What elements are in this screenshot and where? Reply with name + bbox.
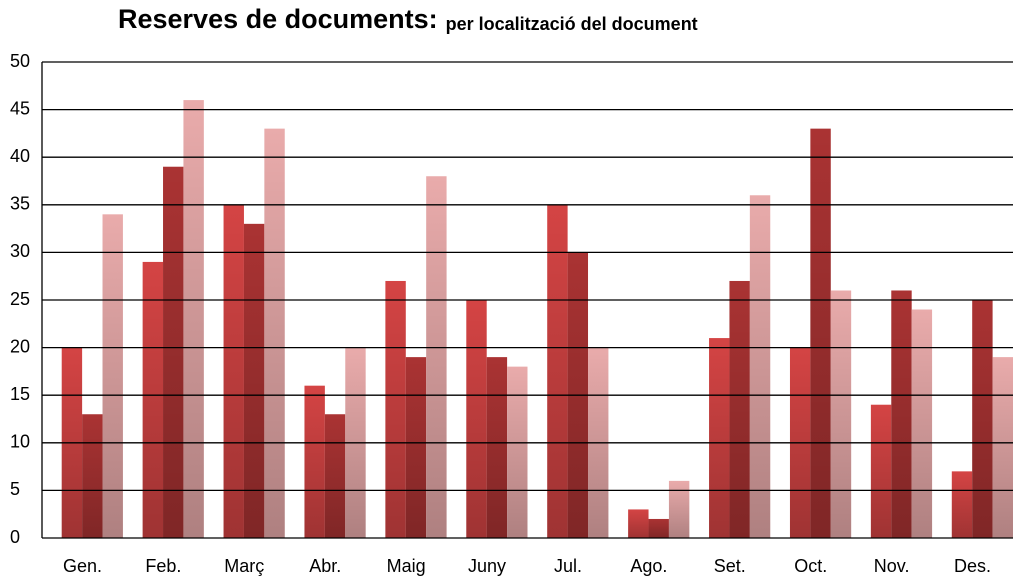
bar-shade — [870, 404, 892, 538]
y-tick-label: 30 — [10, 241, 30, 261]
bar-shade — [426, 176, 447, 539]
y-tick-label: 40 — [10, 146, 30, 166]
bar-shade — [830, 290, 852, 538]
x-tick-label: Juny — [468, 556, 506, 576]
y-tick-label: 15 — [10, 384, 30, 404]
y-tick-label: 0 — [10, 527, 20, 547]
bar-shade — [142, 261, 164, 538]
y-tick-label: 35 — [10, 194, 30, 214]
bar-shade — [507, 366, 528, 538]
bar-shade — [324, 414, 346, 538]
bar-shade — [547, 204, 568, 539]
x-tick-label: Gen. — [63, 556, 102, 576]
bar-shade — [891, 290, 912, 538]
bar-shade — [223, 204, 244, 539]
y-tick-label: 5 — [10, 479, 20, 499]
bar-shade — [466, 300, 487, 538]
y-tick-label: 25 — [10, 289, 30, 309]
bar-shade — [82, 414, 103, 538]
chart-title: Reserves de documents: per localització d… — [118, 4, 698, 34]
y-tick-label: 50 — [10, 51, 30, 71]
title: Reserves de documents: — [118, 4, 438, 34]
x-tick-label: Set. — [714, 556, 746, 576]
bar-shade — [749, 195, 771, 538]
bar-shade — [183, 100, 204, 538]
bar-shade — [729, 280, 750, 538]
x-tick-label: Març — [224, 556, 264, 576]
x-tick-label: Feb. — [145, 556, 181, 576]
bar-shade — [628, 509, 649, 538]
bar-shade — [405, 357, 427, 538]
y-tick-label: 45 — [10, 98, 30, 118]
y-tick-label: 20 — [10, 336, 30, 356]
bar-shade — [810, 128, 831, 538]
x-tick-label: Abr. — [309, 556, 341, 576]
x-tick-label: Oct. — [794, 556, 827, 576]
x-tick-label: Nov. — [874, 556, 910, 576]
x-tick-label: Maig — [387, 556, 426, 576]
bar-shade — [304, 385, 325, 538]
bar-shade — [648, 518, 669, 538]
y-tick-label: 10 — [10, 432, 30, 452]
bar-shade — [992, 357, 1013, 538]
bar-shade — [668, 480, 690, 538]
bar-shade — [385, 280, 406, 538]
x-tick-label: Des. — [954, 556, 991, 576]
bar-shade — [243, 223, 265, 538]
x-tick-label: Jul. — [554, 556, 582, 576]
bar-shade — [163, 166, 184, 538]
bar-shade — [911, 309, 933, 538]
bar-shade — [951, 471, 973, 538]
subtitle: per localització del document — [446, 14, 698, 34]
bar-shade — [972, 300, 993, 538]
x-tick-label: Ago. — [630, 556, 667, 576]
bar-shade — [486, 357, 508, 538]
bar-shade — [264, 128, 285, 538]
bar-shade — [102, 214, 123, 538]
bar-shade — [709, 338, 730, 538]
